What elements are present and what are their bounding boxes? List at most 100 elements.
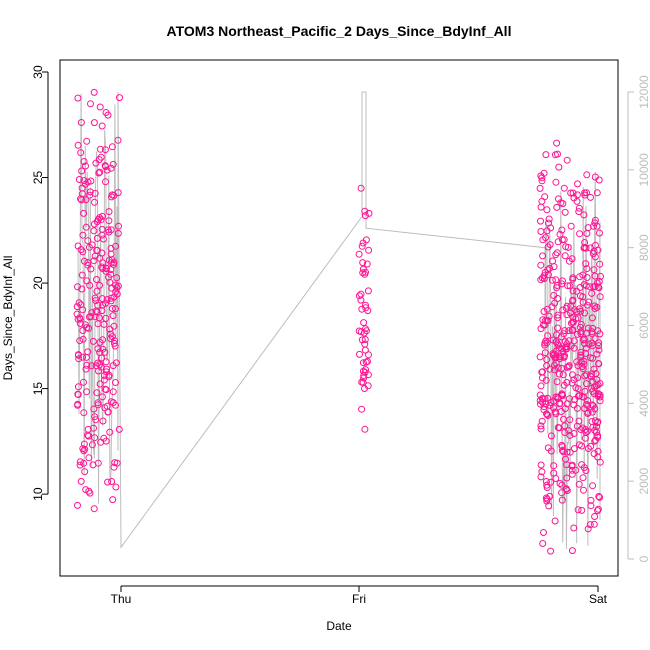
scatter-point xyxy=(77,149,85,157)
scatter-point xyxy=(561,327,569,335)
scatter-point xyxy=(542,494,550,502)
scatter-point xyxy=(361,212,369,220)
scatter-point xyxy=(574,362,582,370)
scatter-point xyxy=(360,319,368,327)
scatter-point xyxy=(588,418,596,425)
scatter-point xyxy=(82,486,90,494)
scatter-point xyxy=(111,337,119,345)
scatter-point xyxy=(362,301,369,309)
scatter-point xyxy=(91,252,99,260)
scatter-point xyxy=(86,188,94,196)
scatter-point xyxy=(90,227,98,235)
scatter-point xyxy=(573,308,581,315)
scatter-point xyxy=(596,293,604,301)
scatter-point xyxy=(597,272,604,280)
scatter-point xyxy=(82,196,90,204)
scatter-point xyxy=(78,167,86,175)
scatter-point xyxy=(359,367,367,375)
scatter-point xyxy=(554,424,562,431)
scatter-point xyxy=(359,269,367,277)
scatter-point xyxy=(573,358,581,366)
scatter-point xyxy=(578,461,586,469)
scatter-point xyxy=(579,474,587,482)
scatter-point xyxy=(97,438,105,446)
scatter-point xyxy=(553,378,561,386)
scatter-point xyxy=(568,547,576,555)
scatter-point xyxy=(105,371,113,379)
scatter-point xyxy=(595,390,603,398)
scatter-point xyxy=(113,274,121,282)
scatter-point xyxy=(361,425,369,433)
scatter-point xyxy=(544,243,552,251)
scatter-point xyxy=(544,394,552,402)
scatter-point xyxy=(537,203,545,211)
scatter-point xyxy=(536,184,544,192)
scatter-point xyxy=(581,309,589,317)
scatter-point xyxy=(537,382,545,390)
scatter-point xyxy=(544,266,552,274)
scatter-point xyxy=(364,357,371,365)
y2-tick-label: 2000 xyxy=(637,467,650,494)
scatter-point xyxy=(74,390,82,398)
scatter-point xyxy=(543,317,551,325)
scatter-point xyxy=(539,368,546,376)
scatter-point xyxy=(110,463,118,471)
scatter-point xyxy=(107,335,114,343)
scatter-point xyxy=(96,349,104,356)
scatter-point xyxy=(565,337,573,345)
scatter-point xyxy=(578,506,586,514)
scatter-point xyxy=(361,207,369,215)
scatter-point xyxy=(109,362,117,370)
scatter-point xyxy=(108,143,116,151)
scatter-point xyxy=(107,270,115,278)
scatter-point xyxy=(558,447,566,454)
scatter-point xyxy=(569,326,577,334)
scatter-point xyxy=(591,437,599,445)
scatter-point xyxy=(549,404,557,412)
scatter-point xyxy=(537,461,545,469)
scatter-point xyxy=(88,241,96,249)
scatter-point xyxy=(540,169,548,177)
scatter-point xyxy=(539,321,547,329)
scatter-point xyxy=(567,222,575,230)
plot-border xyxy=(59,59,619,577)
scatter-point xyxy=(362,304,370,312)
scatter-point xyxy=(537,217,544,225)
scatter-point xyxy=(93,276,100,283)
scatter-point xyxy=(583,230,591,237)
y2-tick-label: 4000 xyxy=(637,390,650,417)
scatter-point xyxy=(98,263,106,271)
scatter-point xyxy=(582,349,589,357)
scatter-point xyxy=(575,441,583,449)
scatter-point xyxy=(573,422,581,430)
scatter-point xyxy=(103,166,111,174)
scatter-point xyxy=(77,119,85,126)
scatter-point xyxy=(74,501,81,509)
scatter-point xyxy=(583,265,591,273)
scatter-point xyxy=(562,345,570,353)
scatter-point xyxy=(577,328,585,336)
scatter-point xyxy=(96,361,104,368)
scatter-point xyxy=(111,459,119,467)
scatter-point xyxy=(102,109,110,116)
scatter-point xyxy=(110,261,118,268)
scatter-point xyxy=(586,372,594,380)
scatter-point xyxy=(547,432,555,440)
scatter-point xyxy=(80,409,88,417)
scatter-point xyxy=(86,489,94,497)
scatter-point xyxy=(95,314,103,322)
scatter-point xyxy=(364,287,372,295)
y-tick-label: 15 xyxy=(31,382,45,396)
scatter-point xyxy=(564,243,572,251)
scatter-point xyxy=(558,391,566,399)
scatter-point xyxy=(553,249,561,257)
scatter-point xyxy=(74,383,82,391)
scatter-point xyxy=(80,440,88,448)
x-tick-label: Sat xyxy=(589,592,608,606)
scatter-point xyxy=(572,466,580,474)
scatter-point xyxy=(587,496,595,504)
scatter-point xyxy=(363,260,371,268)
scatter-point xyxy=(90,257,98,265)
scatter-point xyxy=(579,336,587,344)
line-series xyxy=(77,91,601,550)
